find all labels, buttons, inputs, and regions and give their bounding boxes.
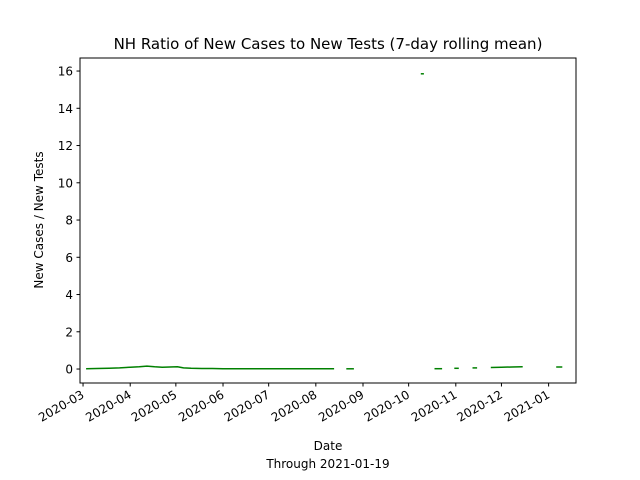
y-tick-label: 2: [65, 325, 73, 339]
y-tick-label: 14: [58, 102, 73, 116]
series-line-segment: [86, 365, 335, 370]
chart-title: NH Ratio of New Cases to New Tests (7-da…: [114, 35, 543, 53]
x-tick-label: 2020-05: [129, 387, 179, 424]
x-tick-label: 2020-06: [176, 387, 226, 424]
plot-frame: [79, 57, 577, 384]
y-tick-label: 4: [65, 288, 73, 302]
y-tick-label: 10: [58, 176, 73, 190]
x-tick-label: 2020-09: [316, 387, 366, 424]
x-tick-label: 2020-11: [409, 387, 459, 424]
x-tick-label: 2021-01: [502, 387, 552, 424]
x-tick-label: 2020-08: [269, 387, 319, 424]
x-axis: 2020-032020-042020-052020-062020-072020-…: [36, 383, 552, 425]
x-tick-label: 2020-03: [36, 387, 86, 424]
series-lines: [86, 73, 563, 370]
x-axis-label: Date: [314, 439, 343, 453]
y-tick-label: 12: [58, 139, 73, 153]
y-tick-label: 16: [58, 65, 73, 79]
x-axis-subcaption: Through 2021-01-19: [265, 457, 389, 471]
y-tick-label: 0: [65, 363, 73, 377]
series-line-segment: [490, 366, 523, 369]
x-tick-label: 2020-10: [362, 387, 412, 424]
y-axis: 0 2 4 6 8 10 12 14 16: [58, 65, 80, 377]
y-tick-label: 6: [65, 251, 73, 265]
y-axis-label: New Cases / New Tests: [32, 151, 46, 288]
x-tick-label: 2020-07: [222, 387, 272, 424]
x-tick-label: 2020-12: [455, 387, 505, 424]
y-tick-label: 8: [65, 214, 73, 228]
x-tick-label: 2020-04: [83, 387, 133, 424]
